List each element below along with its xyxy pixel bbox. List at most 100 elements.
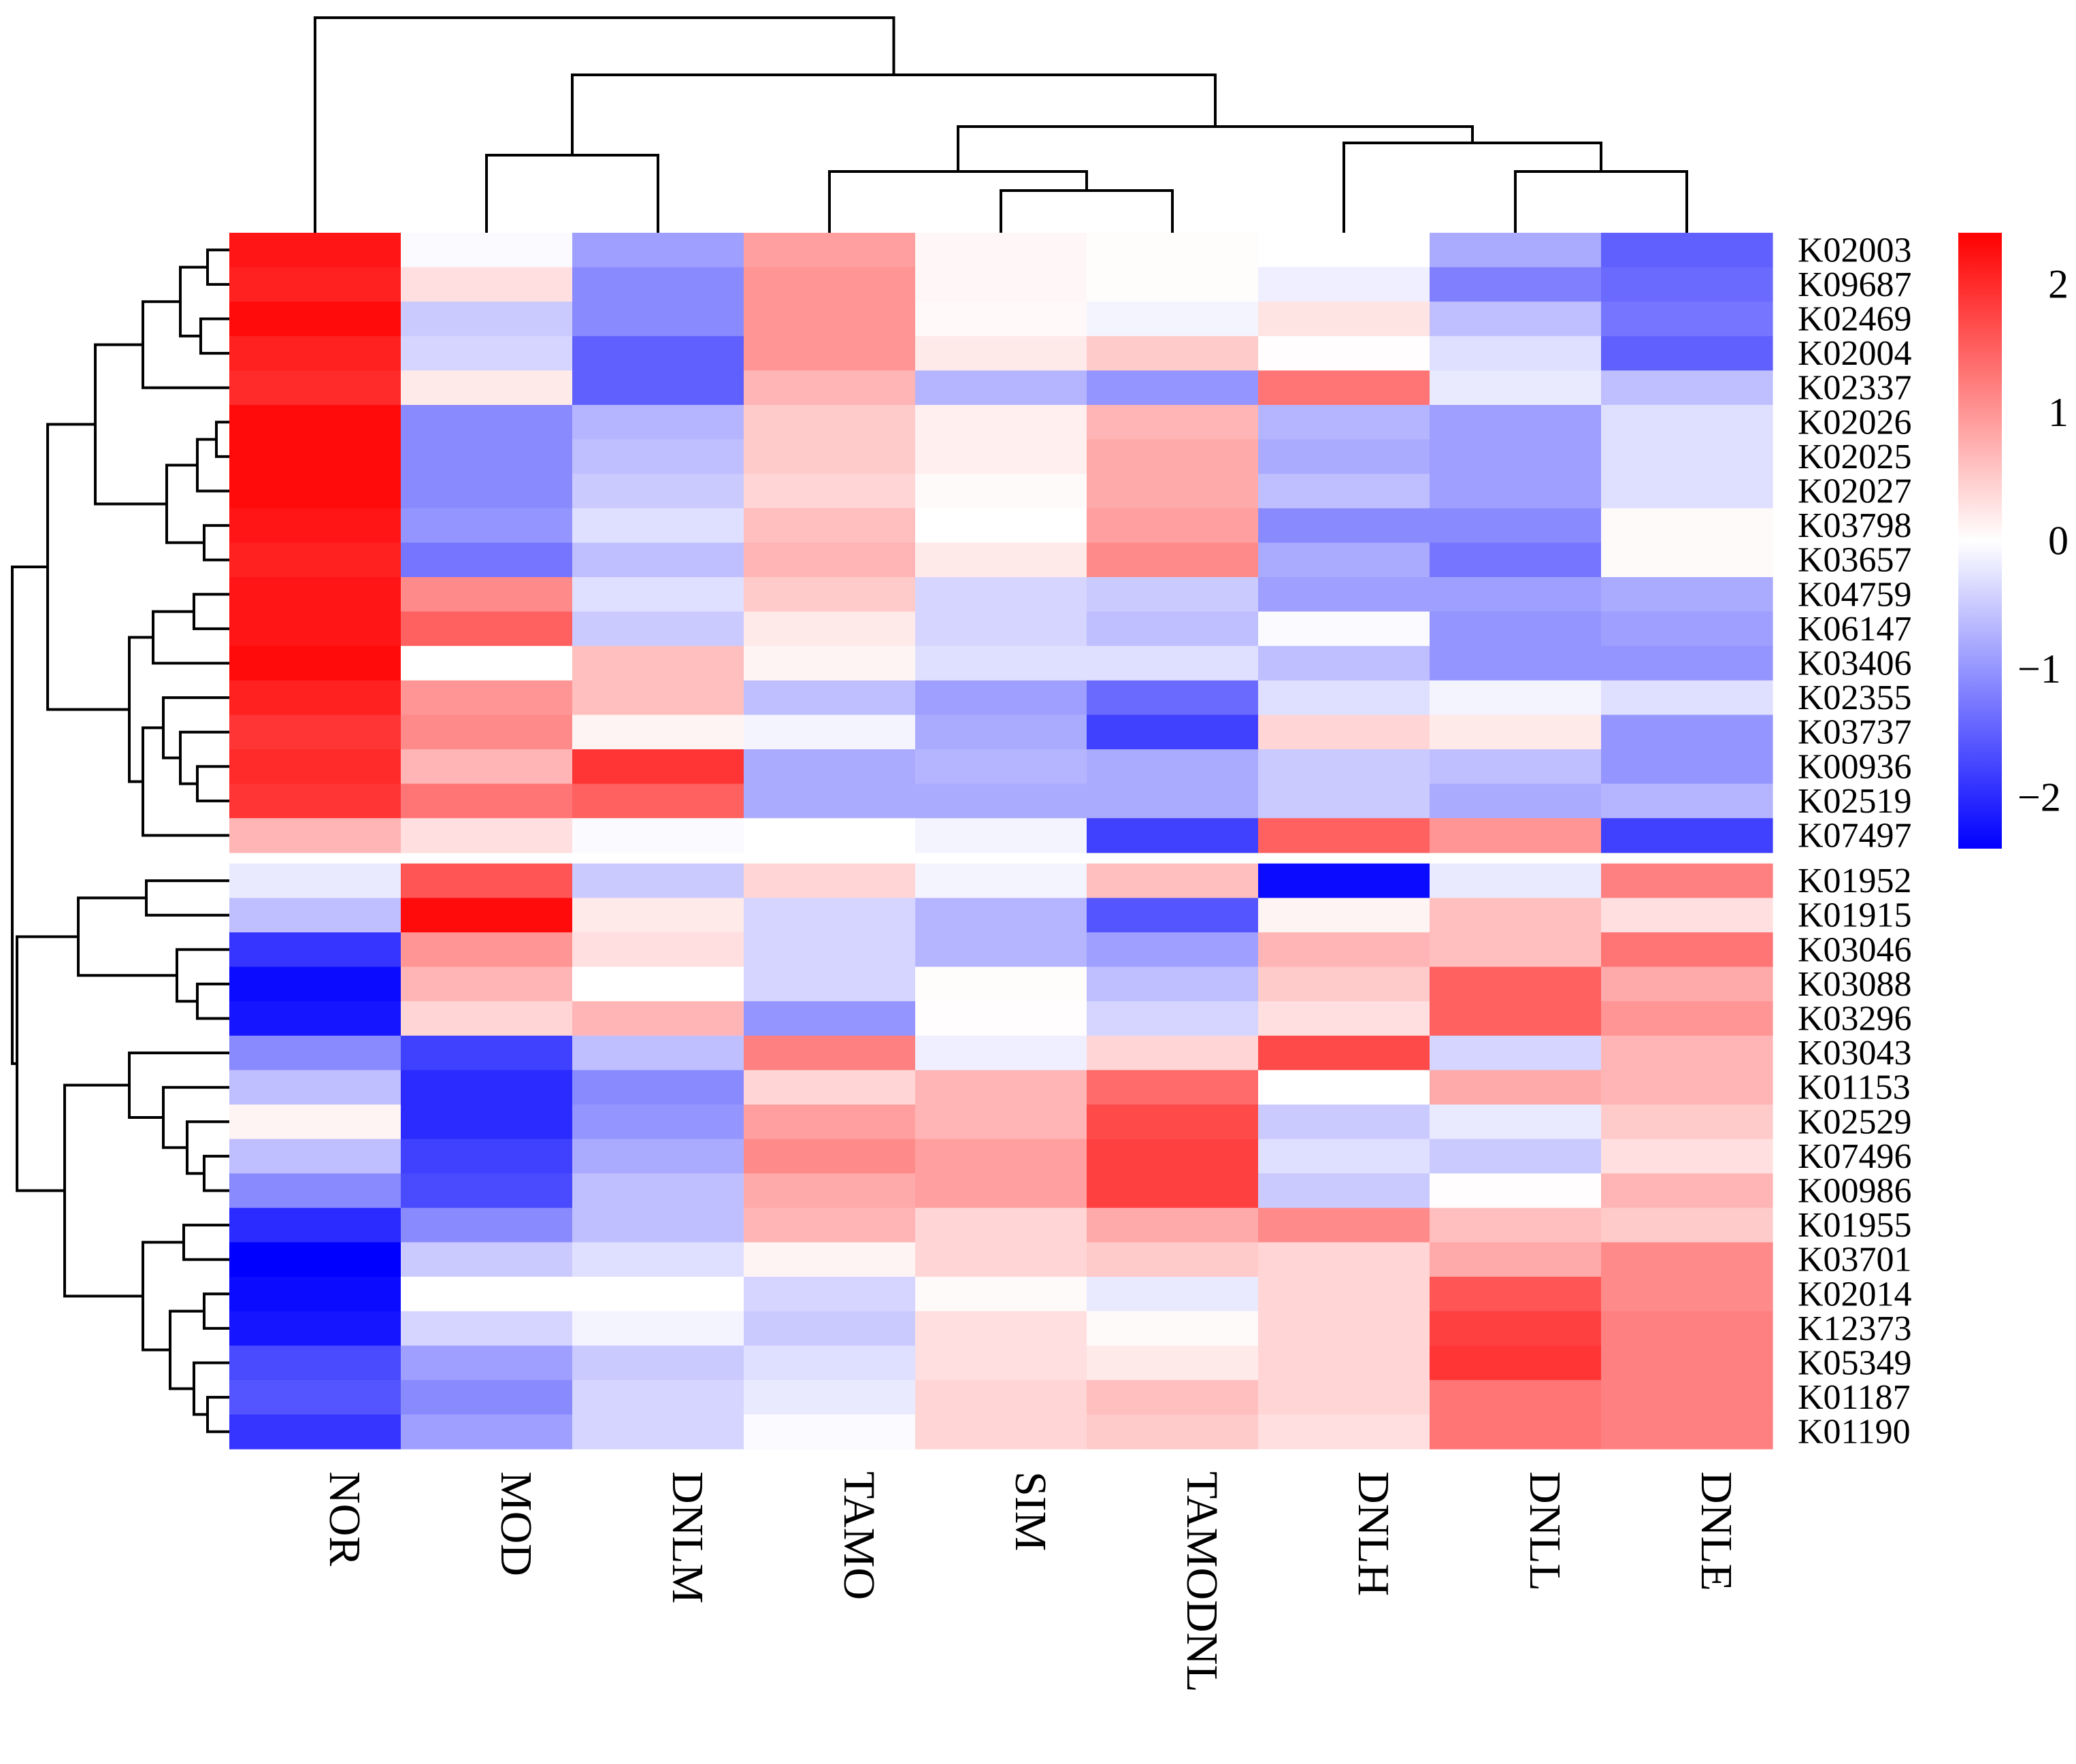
heatmap-cell-K03701-SIM bbox=[915, 1242, 1087, 1277]
heatmap-cell-K03737-SIM bbox=[915, 715, 1087, 750]
heatmap-cell-K01190-DNLH bbox=[1258, 1414, 1430, 1450]
heatmap-cell-K04759-MOD bbox=[401, 577, 573, 612]
column-dendrogram-branch bbox=[828, 170, 1088, 233]
row-dendrogram-branch bbox=[46, 423, 129, 711]
heatmap-cell-K02025-DNLH bbox=[1258, 439, 1430, 474]
heatmap-cell-K02529-SIM bbox=[915, 1105, 1087, 1140]
heatmap-cell-K02469-DNLH bbox=[1258, 301, 1430, 337]
heatmap-cell-K03043-DNLM bbox=[572, 1035, 744, 1071]
heatmap-cell-K03406-DNLM bbox=[572, 646, 744, 681]
heatmap-cell-K02027-TAMODNL bbox=[1087, 474, 1259, 509]
heatmap-cell-K01915-DNLM bbox=[572, 898, 744, 933]
heatmap-cell-K01955-MOD bbox=[401, 1207, 573, 1243]
heatmap-cell-K02004-DNLL bbox=[1430, 336, 1602, 371]
heatmap-cell-K01915-DNLE bbox=[1601, 898, 1773, 933]
row-dendrogram-branch bbox=[215, 421, 229, 458]
row-dendrogram-branch bbox=[169, 1309, 204, 1390]
heatmap-cell-K02469-DNLE bbox=[1601, 301, 1773, 337]
heatmap-cell-K01153-MOD bbox=[401, 1070, 573, 1105]
heatmap-cell-K07497-DNLE bbox=[1601, 818, 1773, 853]
heatmap-cell-K02003-MOD bbox=[401, 233, 573, 268]
heatmap-cell-K01187-DNLH bbox=[1258, 1379, 1430, 1415]
heatmap-cell-K02004-MOD bbox=[401, 336, 573, 371]
row-label-K02337: K02337 bbox=[1798, 369, 1912, 408]
heatmap-cell-K03737-TAMODNL bbox=[1087, 715, 1259, 750]
heatmap-cell-K09687-NOR bbox=[229, 267, 401, 302]
heatmap-cell-K03043-DNLH bbox=[1258, 1035, 1430, 1071]
heatmap-cell-K02025-DNLM bbox=[572, 439, 744, 474]
heatmap-cell-K07496-NOR bbox=[229, 1139, 401, 1174]
heatmap-cell-K03088-DNLM bbox=[572, 966, 744, 1002]
heatmap-cell-K02529-DNLH bbox=[1258, 1105, 1430, 1140]
heatmap-cell-K09687-TAMODNL bbox=[1087, 267, 1259, 302]
heatmap-cell-K03406-DNLH bbox=[1258, 646, 1430, 681]
heatmap-cell-K00936-MOD bbox=[401, 749, 573, 785]
heatmap-cell-K04759-DNLH bbox=[1258, 577, 1430, 612]
heatmap-cell-K03657-NOR bbox=[229, 542, 401, 578]
heatmap-cell-K03701-NOR bbox=[229, 1242, 401, 1277]
heatmap-cell-K02529-DNLE bbox=[1601, 1105, 1773, 1140]
heatmap-cell-K03046-DNLH bbox=[1258, 932, 1430, 968]
heatmap-cell-K02004-DNLE bbox=[1601, 336, 1773, 371]
row-dendrogram-branch bbox=[203, 1154, 229, 1192]
heatmap-cell-K02337-DNLH bbox=[1258, 370, 1430, 406]
heatmap-cell-K04759-TAMODNL bbox=[1087, 577, 1259, 612]
heatmap-cell-K01955-DNLE bbox=[1601, 1207, 1773, 1243]
heatmap-cell-K02355-SIM bbox=[915, 680, 1087, 715]
heatmap-cell-K02027-MOD bbox=[401, 474, 573, 509]
heatmap-cell-K03046-DNLL bbox=[1430, 932, 1602, 968]
heatmap-cell-K03406-MOD bbox=[401, 646, 573, 681]
row-label-K05349: K05349 bbox=[1798, 1344, 1912, 1383]
heatmap-cell-K12373-SIM bbox=[915, 1311, 1087, 1346]
heatmap-cell-K03798-DNLM bbox=[572, 508, 744, 543]
column-dendrogram-branch bbox=[957, 125, 1474, 172]
heatmap-cell-K02004-DNLH bbox=[1258, 336, 1430, 371]
heatmap-cell-K12373-DNLH bbox=[1258, 1311, 1430, 1346]
heatmap-cell-K01187-MOD bbox=[401, 1379, 573, 1415]
heatmap-cell-K03296-SIM bbox=[915, 1001, 1087, 1036]
row-dendrogram-branch bbox=[162, 696, 229, 760]
heatmap-cell-K07497-NOR bbox=[229, 818, 401, 853]
heatmap-cell-K01153-DNLE bbox=[1601, 1070, 1773, 1105]
heatmap-cell-K01187-DNLM bbox=[572, 1379, 744, 1415]
heatmap-cell-K04759-DNLM bbox=[572, 577, 744, 612]
heatmap-cell-K01153-TAMO bbox=[744, 1070, 916, 1105]
heatmap-cell-K03798-NOR bbox=[229, 508, 401, 543]
heatmap-cell-K09687-DNLE bbox=[1601, 267, 1773, 302]
legend-tick-label: 1 bbox=[2048, 390, 2069, 435]
heatmap-cell-K02027-DNLM bbox=[572, 474, 744, 509]
row-label-K03798: K03798 bbox=[1798, 506, 1912, 545]
heatmap-cell-K01952-NOR bbox=[229, 863, 401, 898]
heatmap-cell-K07497-MOD bbox=[401, 818, 573, 853]
row-label-K00986: K00986 bbox=[1798, 1172, 1912, 1211]
heatmap-cell-K03046-TAMO bbox=[744, 932, 916, 968]
heatmap-cell-K02355-DNLE bbox=[1601, 680, 1773, 715]
heatmap-cell-K02337-TAMODNL bbox=[1087, 370, 1259, 406]
heatmap-cell-K02337-NOR bbox=[229, 370, 401, 406]
heatmap-cell-K02025-MOD bbox=[401, 439, 573, 474]
heatmap-cell-K03043-NOR bbox=[229, 1035, 401, 1071]
heatmap-cell-K01187-SIM bbox=[915, 1379, 1087, 1415]
column-dendrogram-branch bbox=[314, 16, 895, 233]
heatmap-cell-K00986-DNLL bbox=[1430, 1173, 1602, 1209]
heatmap-cell-K03406-DNLE bbox=[1601, 646, 1773, 681]
row-dendrogram-branch bbox=[206, 248, 229, 286]
heatmap-cell-K02004-TAMODNL bbox=[1087, 336, 1259, 371]
heatmap-cell-K02529-MOD bbox=[401, 1105, 573, 1140]
heatmap-cell-K03657-DNLL bbox=[1430, 542, 1602, 578]
row-label-K01915: K01915 bbox=[1798, 896, 1912, 935]
row-dendrogram-branch bbox=[196, 982, 229, 1020]
heatmap-cell-K01190-DNLM bbox=[572, 1414, 744, 1450]
heatmap-cell-K01952-TAMODNL bbox=[1087, 863, 1259, 898]
heatmap-cell-K09687-SIM bbox=[915, 267, 1087, 302]
legend-tick-label: 0 bbox=[2048, 519, 2069, 564]
legend-tick-label: −1 bbox=[2017, 647, 2061, 691]
column-label-DNLM: DNLM bbox=[663, 1471, 712, 1603]
heatmap-cell-K00936-TAMODNL bbox=[1087, 749, 1259, 785]
heatmap-cell-K06147-TAMODNL bbox=[1087, 611, 1259, 647]
heatmap-cell-K03798-DNLH bbox=[1258, 508, 1430, 543]
heatmap-cell-K02519-MOD bbox=[401, 783, 573, 819]
heatmap-cell-K03296-TAMODNL bbox=[1087, 1001, 1259, 1036]
heatmap-cell-K05349-DNLM bbox=[572, 1345, 744, 1381]
color-legend: 2 1 0 −1 −2 bbox=[1958, 233, 2069, 849]
